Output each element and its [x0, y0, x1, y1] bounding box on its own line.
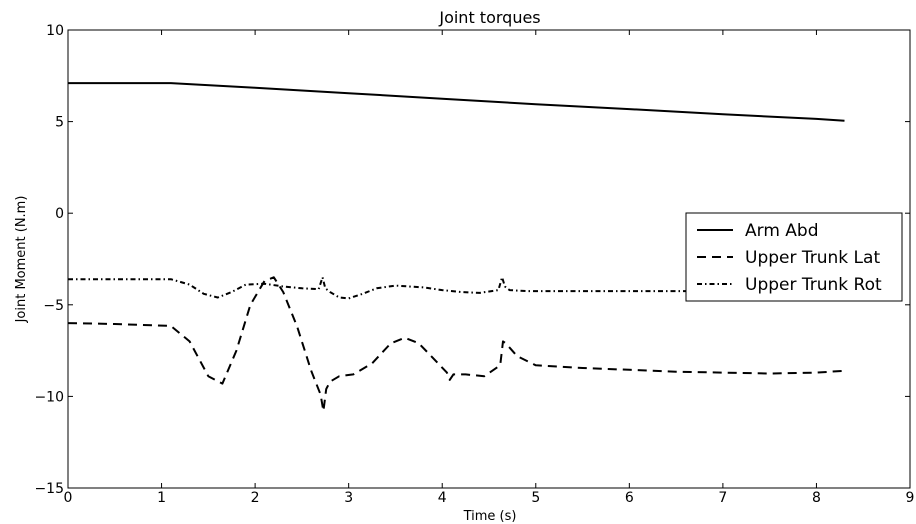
- x-tick-label: 4: [438, 490, 447, 506]
- y-tick-label: −15: [34, 481, 64, 497]
- plot-lines: [67, 82, 845, 413]
- x-tick-label: 0: [64, 490, 73, 506]
- series-line-2: [67, 276, 845, 413]
- y-axis-title: Joint Moment (N.m): [14, 196, 29, 324]
- x-tick-label: 8: [812, 490, 821, 506]
- series-line-1: [68, 82, 845, 122]
- y-tick-label: −5: [43, 298, 64, 314]
- x-axis-title: Time (s): [463, 509, 517, 524]
- x-tick-label: 1: [157, 490, 166, 506]
- legend-label: Arm Abd: [745, 221, 819, 241]
- y-axis: −15 −10 −5 0 5 10: [34, 23, 910, 497]
- legend: Arm Abd Upper Trunk Lat Upper Trunk Rot: [685, 212, 903, 302]
- chart-title: Joint torques: [438, 8, 540, 27]
- x-tick-label: 3: [344, 490, 353, 506]
- legend-label: Upper Trunk Rot: [745, 275, 882, 295]
- x-tick-label: 9: [906, 490, 915, 506]
- x-axis: 0 1 2 3 4 5 6 7 8 9: [64, 30, 915, 506]
- series-line-3: [68, 276, 700, 300]
- legend-box: [685, 212, 903, 302]
- x-tick-label: 5: [531, 490, 540, 506]
- legend-label: Upper Trunk Lat: [745, 248, 880, 268]
- x-tick-label: 7: [718, 490, 727, 506]
- y-tick-label: 10: [46, 23, 64, 39]
- y-tick-label: −10: [34, 389, 64, 405]
- x-tick-label: 6: [625, 490, 634, 506]
- y-tick-label: 5: [55, 115, 64, 131]
- x-tick-label: 2: [251, 490, 260, 506]
- y-tick-label: 0: [55, 206, 64, 222]
- plot-frame: [67, 29, 911, 489]
